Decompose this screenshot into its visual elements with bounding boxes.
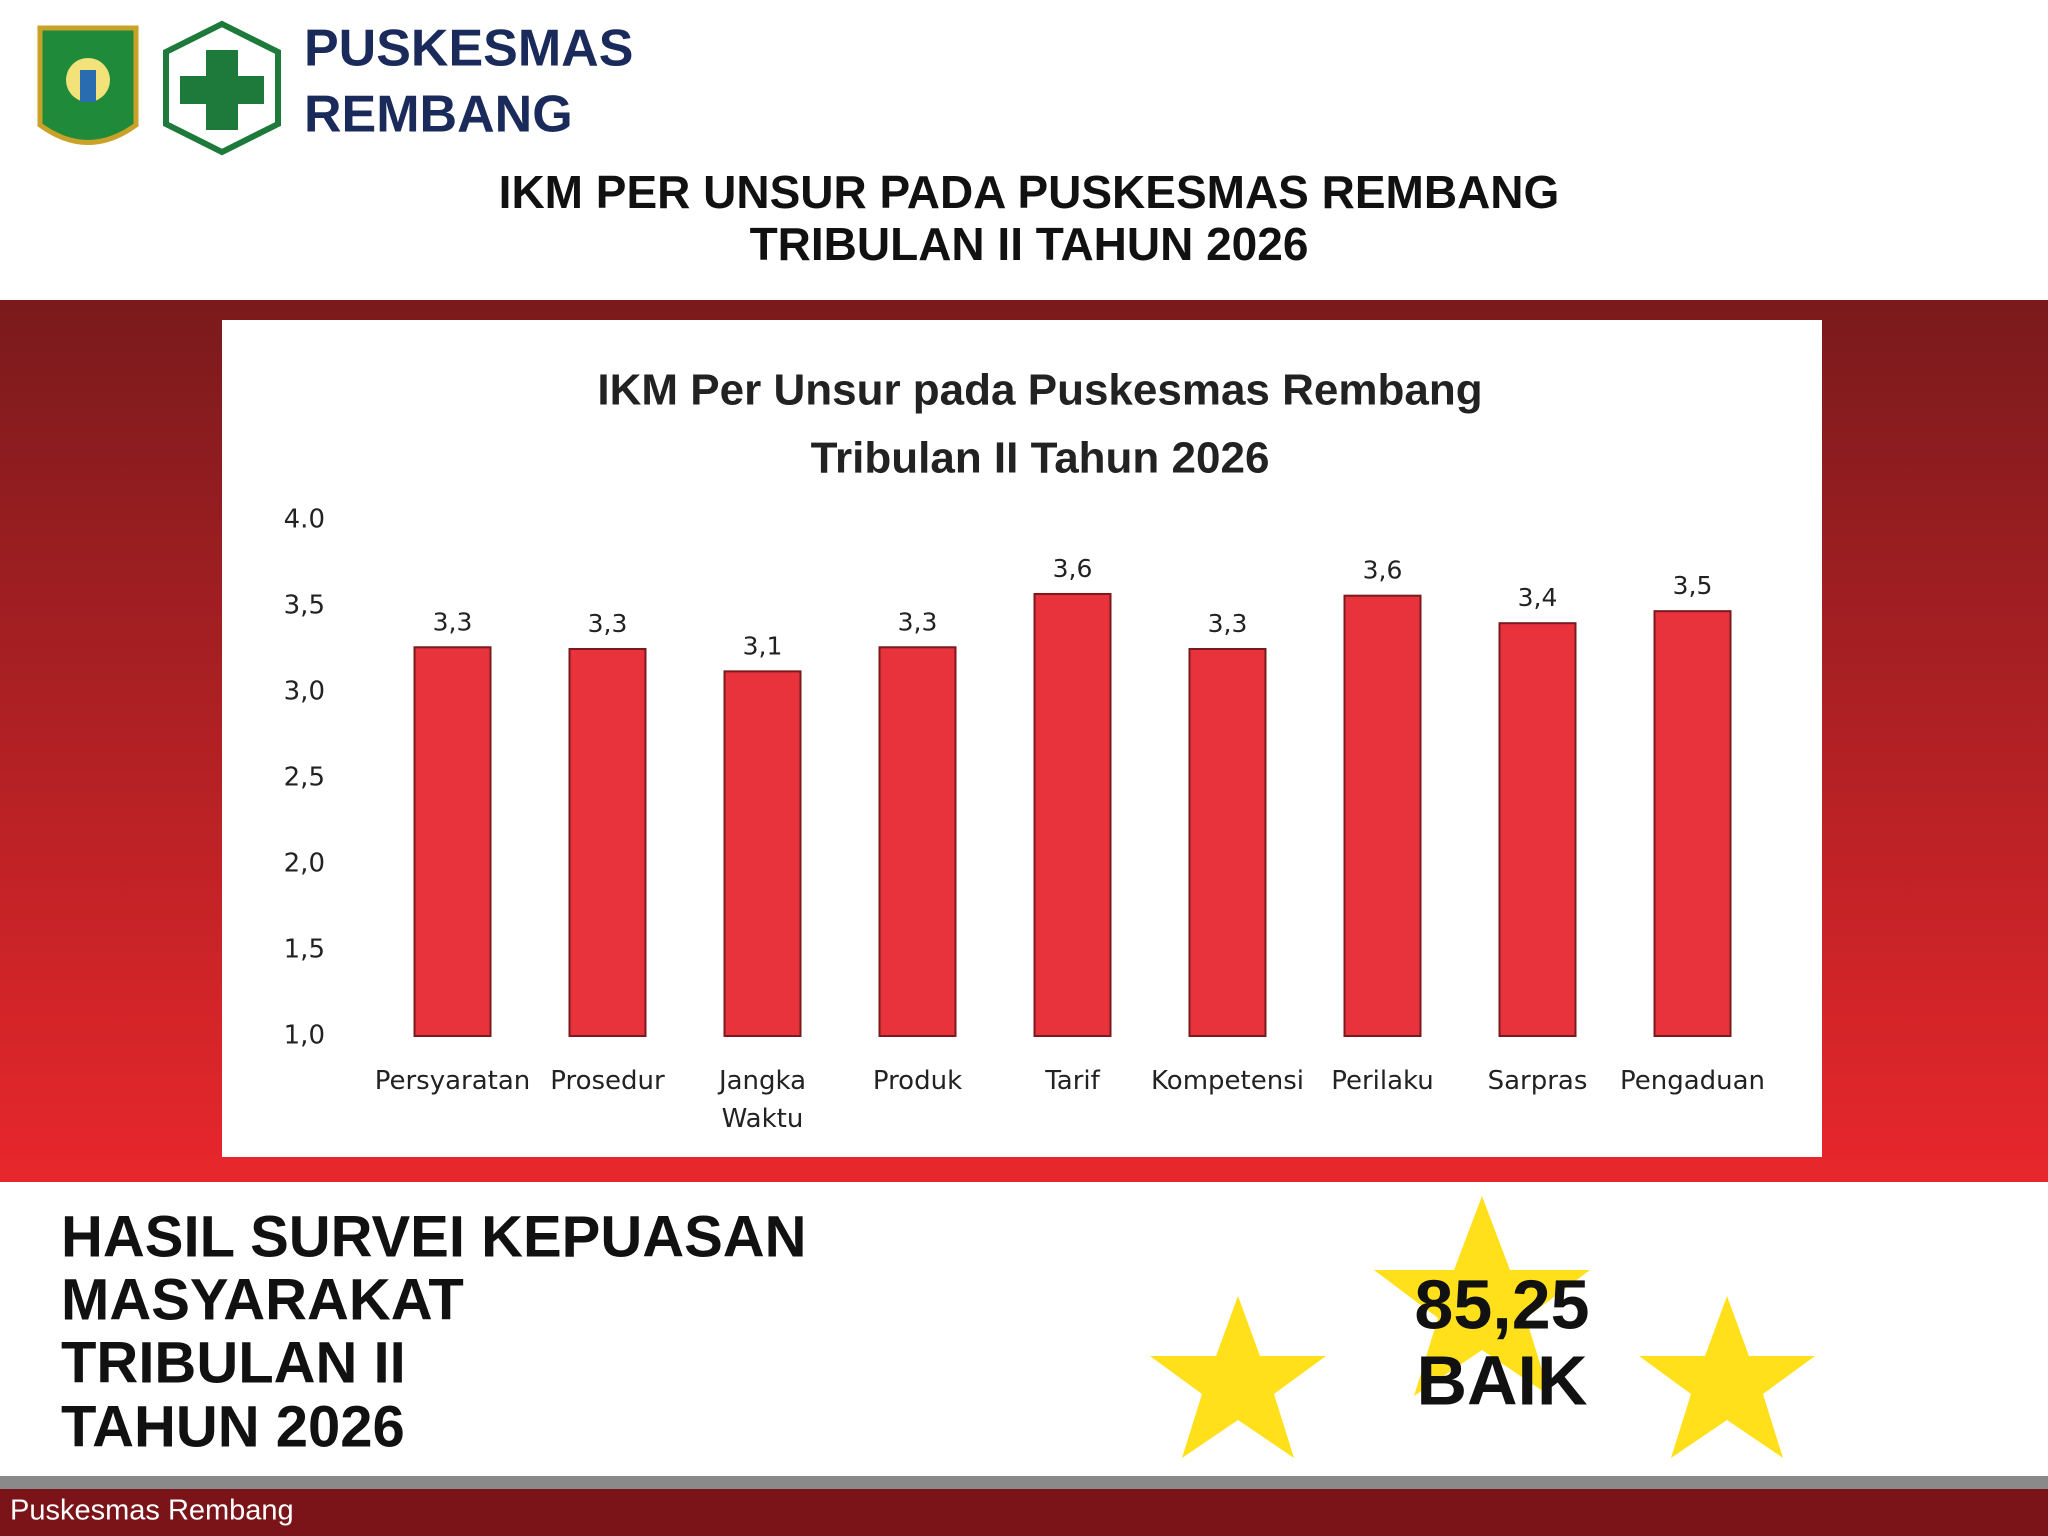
footer-rule <box>0 1476 2048 1489</box>
bar <box>1033 592 1112 1038</box>
star <box>1639 1296 1815 1458</box>
chart-title: Tribulan II Tahun 2026 <box>811 434 1270 483</box>
y-tick-label: 3,5 <box>284 591 325 621</box>
value-label: 3,3 <box>898 607 938 636</box>
brand-line: REMBANG <box>304 86 573 144</box>
value-label: 3,4 <box>1518 583 1558 612</box>
x-tick-label: Produk <box>872 1066 963 1096</box>
x-tick-label: Sarpras <box>1487 1066 1588 1096</box>
rating: BAIK <box>1416 1341 1587 1419</box>
y-tick-label: 4.0 <box>284 505 325 535</box>
bar <box>1498 622 1577 1037</box>
x-tick-label: Tarif <box>1045 1066 1100 1096</box>
bar <box>1343 594 1422 1037</box>
regency-emblem <box>37 25 139 145</box>
plot: 1,0 1,5 2,0 2,5 3,0 3,5 4.0 3,3 3,3 3,1 3,3 3,6 3,3 3… <box>284 505 1732 1051</box>
summary-heading: TAHUN 2026 <box>61 1394 405 1459</box>
footer-text: Puskesmas Rembang <box>10 1495 294 1527</box>
y-tick-label: 3,0 <box>284 677 325 707</box>
value-label: 3,6 <box>1053 554 1093 583</box>
value-label: 3,5 <box>1673 571 1713 600</box>
bar <box>723 670 802 1037</box>
stars <box>1150 1196 1815 1458</box>
bar <box>1188 648 1267 1037</box>
star <box>1374 1196 1590 1396</box>
x-tick-label: Prosedur <box>550 1066 665 1096</box>
page-title: IKM PER UNSUR PADA PUSKESMAS REMBANG <box>499 166 1560 218</box>
x-tick-label: Kompetensi <box>1151 1066 1304 1096</box>
footer-bar <box>0 1489 2048 1536</box>
value-label: 3,3 <box>588 609 628 638</box>
x-tick-label: Jangka Waktu <box>718 1066 807 1134</box>
y-tick-label: 1,5 <box>284 935 325 965</box>
star <box>1150 1296 1326 1458</box>
value-label: 3,1 <box>743 631 783 660</box>
value-label: 3,6 <box>1363 556 1403 585</box>
score: 85,25 <box>1414 1265 1589 1343</box>
x-tick-label: Perilaku <box>1331 1066 1434 1096</box>
y-tick-label: 2,0 <box>284 849 325 879</box>
y-tick-label: 2,5 <box>284 763 325 793</box>
puskesmas-logo <box>163 20 281 156</box>
summary-heading: TRIBULAN II <box>61 1330 406 1395</box>
chart-title: IKM Per Unsur pada Puskesmas Rembang <box>597 366 1482 415</box>
bar <box>568 648 647 1037</box>
x-tick-label: Pengaduan <box>1619 1066 1766 1096</box>
value-label: 3,3 <box>433 607 473 636</box>
page-title: TRIBULAN II TAHUN 2026 <box>750 218 1309 270</box>
y-tick-label: 1,0 <box>284 1021 325 1051</box>
bar <box>413 646 492 1038</box>
summary-heading: MASYARAKAT <box>61 1267 464 1332</box>
brand-line: PUSKESMAS <box>304 20 633 78</box>
bar <box>1653 610 1732 1037</box>
summary-heading: HASIL SURVEI KEPUASAN <box>61 1204 807 1269</box>
x-tick-label: Persyaratan <box>374 1066 531 1096</box>
value-label: 3,3 <box>1208 609 1248 638</box>
bar <box>878 646 957 1038</box>
